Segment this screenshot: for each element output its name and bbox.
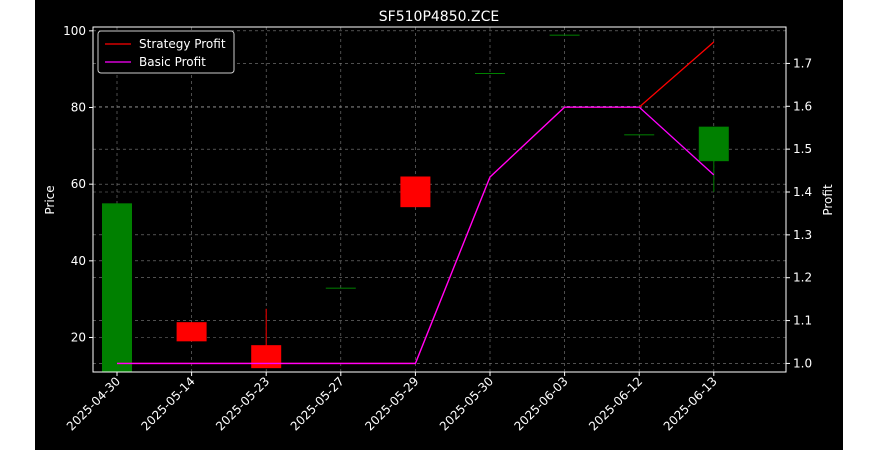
legend: Strategy Profit Basic Profit: [97, 30, 235, 74]
plot-frame: [92, 26, 787, 373]
y-tick-label: 60: [71, 177, 86, 191]
right-axis: 1.0 1.1 1.2 1.3 1.4 1.5 1.6 1.7: [786, 56, 812, 370]
y-tick-label: 20: [71, 331, 86, 345]
legend-box: [97, 30, 235, 74]
chart-title: SF510P4850.ZCE: [379, 9, 499, 25]
y2-tick-label: 1.6: [793, 99, 812, 113]
y-tick-label: 80: [71, 101, 86, 115]
legend-label-basic-profit: Basic Profit: [139, 55, 206, 69]
y2-tick-label: 1.1: [793, 314, 812, 328]
candle-body: [475, 73, 505, 74]
profit-lines: [117, 41, 715, 365]
x-tick-label: 2025-05-23: [213, 374, 272, 433]
x-tick-label: 2025-06-03: [512, 374, 571, 433]
x-tick-label: 2025-06-13: [661, 374, 720, 433]
x-tick-label: 2025-05-27: [288, 374, 347, 433]
y2-tick-label: 1.3: [793, 228, 812, 242]
y-axis-label: Price: [43, 185, 57, 214]
candle-body: [624, 134, 655, 136]
chart-canvas: SF510P4850.ZCE 20 40 60 80 100 1.0 1.1 1.2 1.3 1…: [35, 0, 843, 450]
y2-tick-label: 1.5: [793, 142, 812, 156]
candles: [102, 34, 729, 372]
y2-tick-label: 1.2: [793, 271, 812, 285]
candle-body: [698, 126, 729, 162]
candle-body: [251, 345, 282, 369]
grid: [93, 27, 786, 372]
candle-body: [102, 203, 132, 372]
candle-body: [400, 176, 431, 208]
candle-body: [549, 34, 580, 36]
left-axis: 20 40 60 80 100: [63, 24, 93, 345]
y-tick-label: 100: [63, 24, 86, 38]
x-tick-label: 2025-04-30: [64, 374, 123, 433]
legend-label-strategy-profit: Strategy Profit: [139, 37, 226, 51]
x-axis: 2025-04-30 2025-05-14 2025-05-23 2025-05-27…: [64, 372, 720, 433]
x-tick-label: 2025-05-30: [437, 374, 496, 433]
profit-line-basic-profit: [117, 106, 715, 365]
y2-tick-label: 1.0: [793, 356, 812, 370]
candle-body: [325, 287, 356, 289]
y2-tick-label: 1.4: [793, 185, 812, 199]
y2-axis-label: Profit: [821, 184, 835, 216]
y2-tick-label: 1.7: [793, 56, 812, 70]
x-tick-label: 2025-05-29: [362, 374, 421, 433]
candle-body: [176, 322, 207, 342]
y-tick-label: 40: [71, 254, 86, 268]
x-tick-label: 2025-06-12: [586, 374, 645, 433]
x-tick-label: 2025-05-14: [139, 374, 198, 433]
